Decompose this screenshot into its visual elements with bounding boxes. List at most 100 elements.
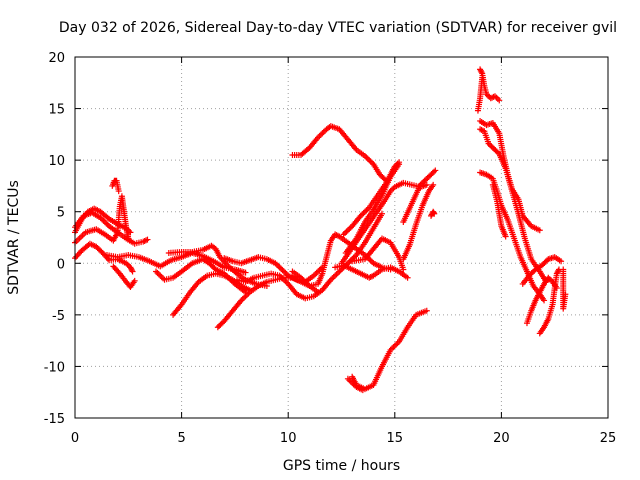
y-tick-label: 0 xyxy=(57,257,65,272)
data-series xyxy=(477,117,543,234)
data-point xyxy=(361,208,368,215)
data-point xyxy=(493,94,500,101)
data-point xyxy=(400,266,407,273)
data-series xyxy=(109,177,122,195)
data-point xyxy=(478,126,485,133)
data-series xyxy=(536,266,562,337)
data-series xyxy=(400,167,439,226)
data-point xyxy=(100,217,107,224)
axis-ticks: 0 5 10 15 20 25 -15 -10 -5 0 5 10 15 20 xyxy=(44,51,617,446)
data-point xyxy=(279,267,286,274)
data-point xyxy=(344,227,351,234)
chart-title: Day 032 of 2026, Sidereal Day-to-day VTE… xyxy=(59,20,617,36)
data-point xyxy=(432,167,439,174)
data-series xyxy=(289,123,390,184)
data-point xyxy=(367,158,374,165)
data-point xyxy=(153,268,160,275)
data-point xyxy=(367,257,374,264)
x-tick-label: 20 xyxy=(493,431,510,446)
data-point xyxy=(363,207,370,214)
x-axis-label: GPS time / hours xyxy=(283,458,400,474)
data-point xyxy=(502,233,509,240)
data-series xyxy=(170,270,253,318)
data-point xyxy=(144,236,151,243)
data-point xyxy=(282,278,289,285)
data-point xyxy=(430,181,437,188)
data-point xyxy=(128,267,135,274)
y-tick-label: 5 xyxy=(57,206,65,221)
data-point xyxy=(317,131,324,138)
data-point xyxy=(478,69,485,76)
data-point xyxy=(423,307,430,314)
data-point xyxy=(241,294,248,301)
data-point xyxy=(359,387,366,394)
x-tick-label: 15 xyxy=(387,431,404,446)
data-point xyxy=(131,277,138,284)
data-point xyxy=(155,271,162,278)
data-series xyxy=(289,231,394,289)
data-point xyxy=(157,272,164,279)
data-point xyxy=(431,168,438,175)
y-tick-label: 10 xyxy=(48,154,65,169)
data-point xyxy=(396,161,403,168)
data-point xyxy=(278,265,285,272)
data-point xyxy=(391,342,398,349)
data-point xyxy=(282,269,289,276)
plot-frame xyxy=(74,56,609,419)
data-point xyxy=(129,268,136,275)
data-point xyxy=(536,227,543,234)
data-point xyxy=(342,230,349,237)
data-series xyxy=(72,193,132,246)
y-tick-label: -5 xyxy=(52,309,65,324)
data-point xyxy=(154,269,161,276)
data-point xyxy=(280,268,287,275)
data-point xyxy=(431,210,438,217)
data-point xyxy=(279,275,286,282)
data-series xyxy=(342,161,403,256)
data-point xyxy=(379,210,386,217)
data-point xyxy=(242,293,249,300)
data-point xyxy=(334,269,341,276)
data-point xyxy=(141,237,148,244)
data-series xyxy=(344,375,366,394)
data-point xyxy=(496,97,503,104)
y-tick-label: -15 xyxy=(44,412,65,427)
y-axis-label: SDTVAR / TECUs xyxy=(6,180,22,295)
data-series xyxy=(489,181,509,240)
data-series xyxy=(400,181,437,263)
data-point xyxy=(423,181,430,188)
data-point xyxy=(555,267,562,274)
data-point xyxy=(393,341,400,348)
data-point xyxy=(390,344,397,351)
y-tick-label: -10 xyxy=(44,360,65,375)
data-series xyxy=(234,210,386,302)
data-point xyxy=(366,157,373,164)
data-marks xyxy=(72,66,569,394)
x-tick-label: 10 xyxy=(280,431,297,446)
data-point xyxy=(558,258,565,265)
data-series xyxy=(332,262,411,281)
y-tick-label: 20 xyxy=(48,51,65,66)
x-tick-label: 5 xyxy=(177,431,185,446)
x-tick-label: 0 xyxy=(71,431,79,446)
y-tick-label: 15 xyxy=(48,103,65,118)
data-point xyxy=(494,149,501,156)
data-point xyxy=(320,128,327,135)
data-point xyxy=(125,235,132,242)
data-point xyxy=(554,269,561,276)
data-point xyxy=(316,267,323,274)
data-point xyxy=(276,264,283,271)
data-point xyxy=(103,220,110,227)
data-series xyxy=(560,266,569,312)
data-series xyxy=(221,254,326,285)
data-point xyxy=(541,297,548,304)
data-point xyxy=(115,188,122,195)
data-series xyxy=(349,235,407,273)
data-point xyxy=(404,274,411,281)
data-point xyxy=(479,74,486,81)
data-series xyxy=(474,74,486,114)
data-series xyxy=(428,208,438,219)
data-point xyxy=(275,263,282,270)
data-point xyxy=(562,291,569,298)
